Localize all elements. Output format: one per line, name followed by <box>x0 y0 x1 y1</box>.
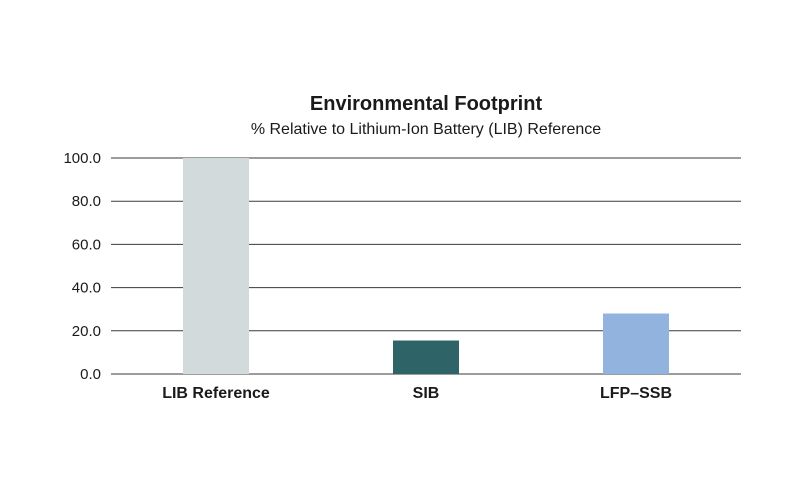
y-tick-label: 40.0 <box>72 280 101 297</box>
x-category-label: LFP–SSB <box>600 385 672 402</box>
chart-title: Environmental Footprint <box>310 93 543 115</box>
y-tick-label: 100.0 <box>63 150 101 167</box>
chart-subtitle: % Relative to Lithium-Ion Battery (LIB) … <box>251 121 601 138</box>
x-category-label: LIB Reference <box>162 385 270 402</box>
x-category-label: SIB <box>413 385 440 402</box>
bar-sib <box>393 340 459 374</box>
bar-lfp-ssb <box>603 313 669 374</box>
y-tick-label: 80.0 <box>72 193 101 210</box>
y-tick-label: 60.0 <box>72 236 101 253</box>
y-tick-label: 0.0 <box>80 366 101 383</box>
x-axis-category-labels: LIB Reference SIB LFP–SSB <box>162 385 672 402</box>
y-axis-tick-labels: 0.0 20.0 40.0 60.0 80.0 100.0 <box>63 150 101 383</box>
bars <box>183 158 669 374</box>
y-tick-label: 20.0 <box>72 323 101 340</box>
bar-lib-reference <box>183 158 249 374</box>
